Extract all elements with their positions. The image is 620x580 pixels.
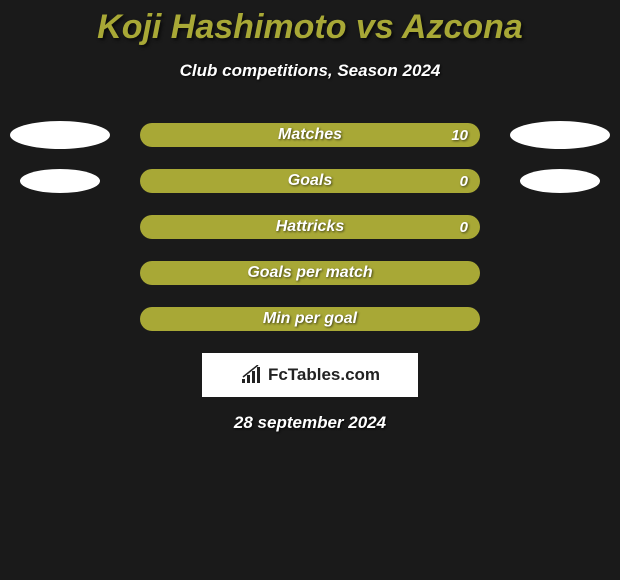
comparison-container: Koji Hashimoto vs Azcona Club competitio… xyxy=(0,0,620,433)
stat-label: Min per goal xyxy=(263,310,357,328)
stats-list: Matches 10 Goals 0 Hattricks 0 Goals per match… xyxy=(0,123,620,331)
stat-bar: Min per goal xyxy=(140,307,480,331)
logo-text: FcTables.com xyxy=(268,365,380,385)
stat-bar: Goals 0 xyxy=(140,169,480,193)
stat-bar: Hattricks 0 xyxy=(140,215,480,239)
ellipse-left xyxy=(20,169,100,193)
chart-icon xyxy=(240,365,264,385)
stat-label: Hattricks xyxy=(276,218,344,236)
page-title: Koji Hashimoto vs Azcona xyxy=(0,8,620,47)
stat-row: Hattricks 0 xyxy=(0,215,620,239)
ellipse-left xyxy=(10,121,110,149)
stat-label: Goals xyxy=(288,172,332,190)
stat-value: 0 xyxy=(460,173,468,190)
stat-bar: Goals per match xyxy=(140,261,480,285)
ellipse-right xyxy=(520,169,600,193)
ellipse-right xyxy=(510,121,610,149)
stat-value: 0 xyxy=(460,219,468,236)
logo-content: FcTables.com xyxy=(240,365,380,385)
page-subtitle: Club competitions, Season 2024 xyxy=(0,61,620,81)
date-text: 28 september 2024 xyxy=(0,413,620,433)
stat-row: Min per goal xyxy=(0,307,620,331)
stat-value: 10 xyxy=(451,127,468,144)
stat-label: Goals per match xyxy=(247,264,372,282)
stat-label: Matches xyxy=(278,126,342,144)
stat-row: Matches 10 xyxy=(0,123,620,147)
stat-row: Goals per match xyxy=(0,261,620,285)
stat-bar: Matches 10 xyxy=(140,123,480,147)
logo-box: FcTables.com xyxy=(202,353,418,397)
stat-row: Goals 0 xyxy=(0,169,620,193)
